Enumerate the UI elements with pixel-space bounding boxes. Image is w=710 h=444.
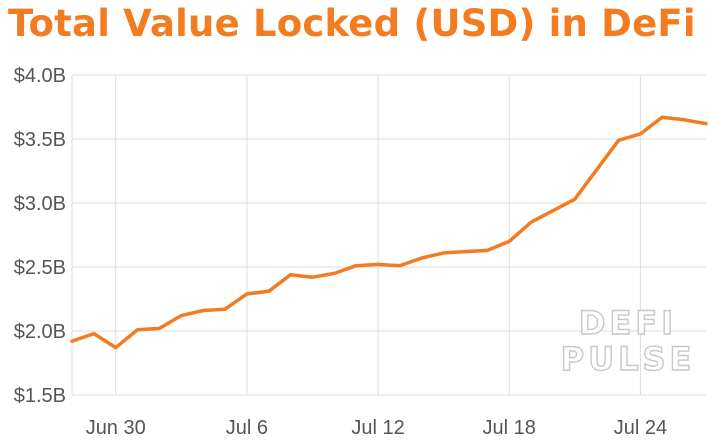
x-tick-label: Jul 18: [483, 417, 536, 439]
chart-title: Total Value Locked (USD) in DeFi: [8, 2, 696, 45]
x-tick-label: Jul 12: [351, 417, 404, 439]
series-line: [70, 115, 708, 350]
x-tick-label: Jun 30: [86, 417, 146, 439]
x-tick-label: Jul 6: [226, 417, 268, 439]
watermark-line2: PULSE: [561, 340, 696, 378]
watermark-line1: DEFI: [579, 304, 677, 342]
y-tick-label: $2.0B: [14, 321, 66, 343]
y-tick-label: $4.0B: [14, 65, 66, 87]
y-tick-label: $3.5B: [14, 129, 66, 151]
y-tick-label: $2.5B: [14, 257, 66, 279]
grid-lines: [71, 74, 706, 396]
y-tick-label: $3.0B: [14, 193, 66, 215]
x-axis: Jun 30 Jul 6 Jul 12 Jul 18 Jul 24: [86, 417, 667, 439]
watermark: DEFI PULSE: [560, 303, 696, 378]
y-axis: $1.5B $2.0B $2.5B $3.0B $3.5B $4.0B: [14, 65, 66, 407]
y-tick-label: $1.5B: [14, 385, 66, 407]
x-tick-label: Jul 24: [614, 417, 667, 439]
series: [70, 115, 708, 350]
